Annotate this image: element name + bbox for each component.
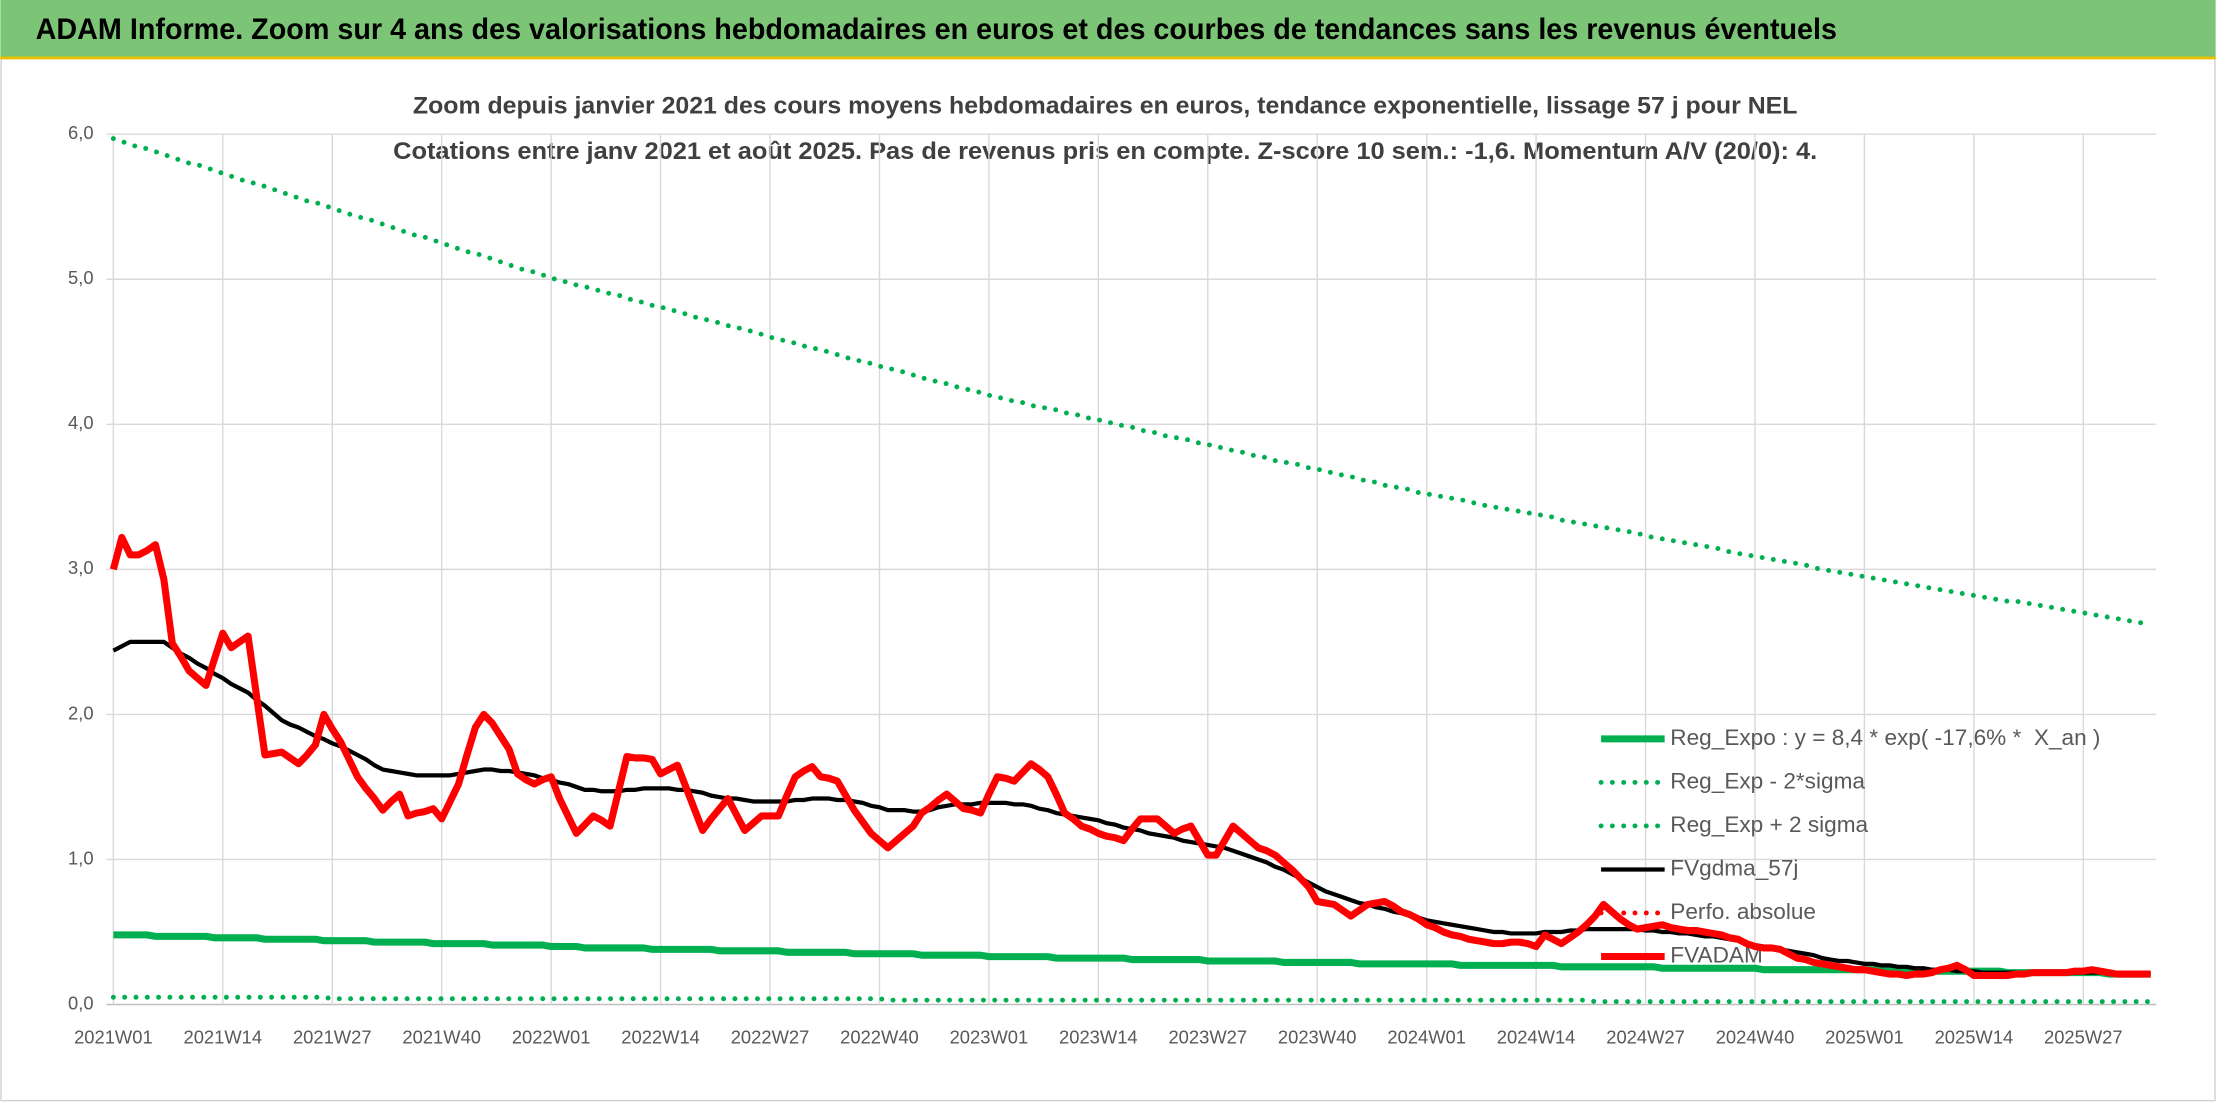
x-tick-label: 2023W27 [1168, 1026, 1247, 1047]
x-tick-label: 2025W14 [1935, 1026, 2014, 1047]
x-tick-label: 2021W27 [293, 1026, 372, 1047]
legend-label: Reg_Exp + 2 sigma [1670, 812, 1868, 837]
y-tick-label: 0,0 [68, 992, 94, 1013]
x-tick-label: 2023W14 [1059, 1026, 1138, 1047]
x-tick-label: 2022W27 [731, 1026, 810, 1047]
y-tick-label: 2,0 [68, 702, 94, 723]
x-tick-label: 2024W01 [1387, 1026, 1466, 1047]
legend-label: Reg_Exp - 2*sigma [1670, 768, 1865, 793]
chart-subtitle: Cotations entre janv 2021 et août 2025. … [393, 138, 1817, 165]
x-tick-label: 2022W01 [512, 1026, 591, 1047]
series-line [109, 533, 2151, 980]
x-tick-label: 2024W14 [1497, 1026, 1576, 1047]
chart-title: ADAM Informe. Zoom sur 4 ans des valoris… [36, 13, 1837, 46]
series-line [110, 994, 2154, 1005]
y-tick-label: 5,0 [68, 267, 94, 288]
chart-subtitle: Zoom depuis janvier 2021 des cours moyen… [413, 93, 1798, 120]
y-tick-label: 3,0 [68, 557, 94, 578]
x-tick-label: 2025W27 [2044, 1026, 2123, 1047]
y-tick-label: 6,0 [68, 122, 94, 143]
plot [109, 136, 2154, 1005]
x-tick-label: 2023W40 [1278, 1026, 1357, 1047]
x-tick-label: 2021W40 [402, 1026, 481, 1047]
series-line [110, 136, 2154, 627]
x-tick-label: 2023W01 [950, 1026, 1029, 1047]
x-tick-label: 2021W01 [74, 1026, 153, 1047]
header-bar [0, 0, 2216, 58]
y-tick-label: 4,0 [68, 412, 94, 433]
legend-label: FVgdma_57j [1670, 855, 1798, 880]
x-tick-label: 2022W40 [840, 1026, 919, 1047]
series-line [113, 931, 2151, 978]
x-tick-label: 2024W40 [1716, 1026, 1795, 1047]
legend-label: Reg_Expo : y = 8,4 * exp( -17,6% * X_an … [1670, 725, 2100, 750]
y-tick-label: 1,0 [68, 847, 94, 868]
legend: Reg_Expo : y = 8,4 * exp( -17,6% * X_an … [1598, 725, 2100, 967]
x-tick-label: 2025W01 [1825, 1026, 1904, 1047]
grid: 0,0 1,0 2,0 3,0 4,0 5,0 6,0 2021W01 2021W14 2021W… [68, 122, 2157, 1047]
x-tick-label: 2022W14 [621, 1026, 700, 1047]
x-tick-label: 2024W27 [1606, 1026, 1685, 1047]
x-tick-label: 2021W14 [184, 1026, 263, 1047]
legend-label: Perfo. absolue [1670, 899, 1816, 924]
